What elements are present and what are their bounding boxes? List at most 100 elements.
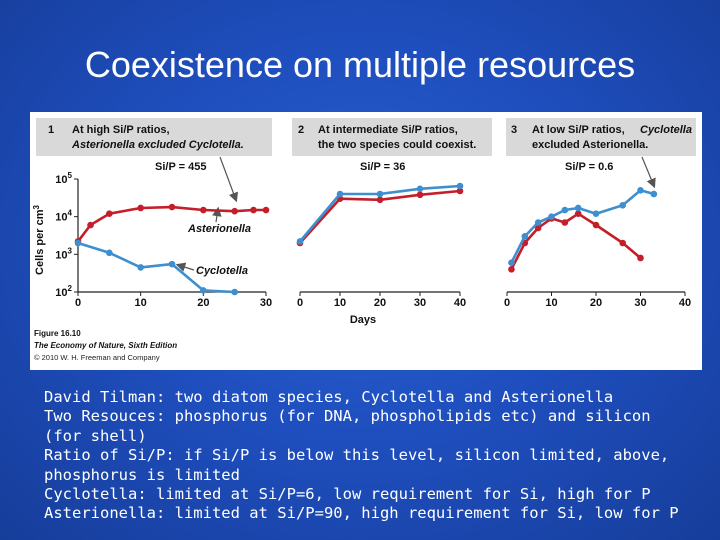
panel-2-header-bg — [292, 118, 492, 156]
figure-svg: 1 At high Si/P ratios, Asterionella excl… — [32, 118, 696, 362]
panel-3-asterionella-point — [592, 221, 600, 229]
panel-3-header-arrow — [641, 156, 656, 189]
panel-2-ratio-label: Si/P = 36 — [360, 161, 405, 173]
panel-3-cyclotella-point — [534, 219, 542, 226]
panel-2-x-tick-label: 0 — [297, 297, 303, 309]
panel-1-cyclotella-point — [200, 287, 207, 294]
panel-1-cyclotella-point — [74, 239, 82, 247]
panel-2-asterionella-point — [416, 191, 424, 199]
panel-2-header-line1: At intermediate Si/P ratios, — [318, 124, 458, 136]
panel-3-cyclotella-point — [619, 202, 626, 209]
panel-1-asterionella-point — [262, 206, 270, 214]
panel-1-number: 1 — [48, 124, 54, 136]
panel-3-header-line2: excluded Asterionella. — [532, 139, 648, 151]
body-line-7: Asterionella: limited at Si/P=90, high r… — [44, 504, 679, 523]
cyclotella-arrow — [175, 262, 195, 272]
panel-1-asterionella-point — [106, 210, 113, 217]
panel-2-x-tick-label: 30 — [414, 297, 426, 309]
body-line-4: Ratio of Si/P: if Si/P is below this lev… — [44, 446, 670, 465]
panel-1-x-tick-label: 0 — [75, 297, 81, 309]
cyclotella-label: Cyclotella — [196, 265, 248, 277]
panel-2-x-tick-label: 40 — [454, 297, 466, 309]
panel-2-cyclotella-point — [336, 190, 344, 198]
panel-2-asterionella-point — [376, 196, 384, 204]
panel-1-cyclotella-point — [231, 288, 238, 296]
panel-1-header-arrow — [219, 156, 238, 203]
panel-1-header: 1 At high Si/P ratios, Asterionella excl… — [36, 118, 272, 156]
panel-3-x-tick-label: 40 — [679, 297, 691, 309]
panel-3-x-tick-label: 0 — [504, 297, 510, 309]
panel-3-x-tick-label: 10 — [545, 297, 557, 309]
y-tick-label: 105 — [55, 171, 72, 186]
asterionella-label: Asterionella — [187, 223, 251, 235]
caption-book-title: The Economy of Nature, Sixth Edition — [34, 341, 177, 350]
panel-2-header-line2: the two species could coexist. — [318, 139, 476, 151]
panel-3-x-tick-label: 20 — [590, 297, 602, 309]
y-tick-label: 104 — [55, 209, 72, 224]
panel-3-x-tick-label: 30 — [634, 297, 646, 309]
panel-2-x-tick-label: 10 — [334, 297, 346, 309]
panel-3-header-line1: At low Si/P ratios, — [532, 124, 625, 136]
panel-3-header-species: Cyclotella — [640, 124, 692, 136]
panel-3-cyclotella-point — [592, 210, 600, 217]
panel-1-header-line1: At high Si/P ratios, — [72, 124, 170, 136]
panel-3-cyclotella-point — [521, 233, 529, 240]
body-line-1: David Tilman: two diatom species, Cyclot… — [44, 388, 614, 406]
panel-1-cyclotella-point — [106, 249, 113, 257]
panel-3-number: 3 — [511, 124, 517, 136]
body-line-5: phosphorus is limited — [44, 465, 240, 484]
panel-3-header: 3 At low Si/P ratios, Cyclotella exclude… — [506, 118, 696, 156]
panel-1-header-line2: Asterionella excluded Cyclotella. — [71, 139, 244, 151]
panel-1-x-tick-label: 30 — [260, 297, 272, 309]
y-tick-label: 103 — [55, 246, 72, 261]
body-line-3: (for shell) — [44, 426, 147, 445]
caption-figure-number: Figure 16.10 — [34, 329, 81, 338]
caption-copyright: © 2010 W. H. Freeman and Company — [34, 353, 160, 362]
charts-layer: 0 10 20 30 102 103 104 105 0 10 20 30 40 0 10 20 30 40 — [55, 171, 691, 309]
panel-3-cyclotella-line — [510, 189, 655, 264]
panel-3-asterionella-point — [619, 239, 626, 247]
panel-1-ratio-label: Si/P = 455 — [155, 161, 206, 173]
panel-2-cyclotella-point — [376, 190, 384, 198]
panel-1-asterionella-point — [250, 206, 257, 214]
panel-1-cyclotella-line — [77, 241, 235, 294]
panel-2-cyclotella-point — [416, 185, 424, 193]
slide-title: Coexistence on multiple resources — [84, 44, 636, 85]
panel-3-asterionella-point — [561, 219, 569, 226]
panel-2-cyclotella-point — [456, 182, 464, 190]
panel-1-asterionella-point — [231, 207, 238, 215]
panel-3-cyclotella-point — [637, 187, 644, 194]
y-axis-label-sup: 3 — [32, 205, 41, 210]
panel-1-asterionella-point — [168, 203, 176, 211]
body-line-6: Cyclotella: limited at Si/P=6, low requi… — [44, 485, 651, 504]
panel-3-ratio-label: Si/P = 0.6 — [565, 161, 613, 173]
panel-3-asterionella-point — [508, 266, 515, 273]
body-text: David Tilman: two diatom species, Cyclot… — [44, 388, 714, 524]
y-axis-label-text: Cells per cm — [34, 209, 46, 275]
x-axis-label: Days — [350, 314, 376, 326]
panel-3-asterionella-point — [574, 210, 582, 217]
panel-1-asterionella-point — [200, 206, 207, 214]
panel-1-asterionella-point — [137, 204, 144, 212]
panel-3-cyclotella-point — [548, 213, 555, 220]
panel-2-number: 2 — [298, 124, 304, 136]
panel-2-cyclotella-point — [296, 238, 304, 245]
figure-panel: 1 At high Si/P ratios, Asterionella excl… — [30, 112, 702, 370]
panel-3-asterionella-point — [534, 224, 542, 232]
y-axis-label: Cells per cm3 — [32, 205, 46, 275]
panel-2-x-tick-label: 20 — [374, 297, 386, 309]
panel-3-header-bg — [506, 118, 696, 156]
y-tick-label: 102 — [55, 284, 72, 299]
panel-2-asterionella-point — [456, 187, 464, 195]
panel-3-asterionella-point — [637, 254, 644, 262]
panel-1-header-bg — [36, 118, 272, 156]
panel-2-header: 2 At intermediate Si/P ratios, the two s… — [292, 118, 492, 156]
panel-1-cyclotella-point — [137, 264, 144, 271]
panel-3-cyclotella-point — [574, 204, 582, 212]
body-line-2: Two Resouces: phosphorus (for DNA, phosp… — [44, 407, 651, 426]
panel-3-cyclotella-point — [508, 259, 515, 266]
panel-1-cyclotella-point — [168, 260, 176, 268]
panel-3-cyclotella-point — [561, 206, 569, 214]
panel-3-cyclotella-point — [650, 190, 658, 198]
panel-1-x-tick-label: 10 — [135, 297, 147, 309]
